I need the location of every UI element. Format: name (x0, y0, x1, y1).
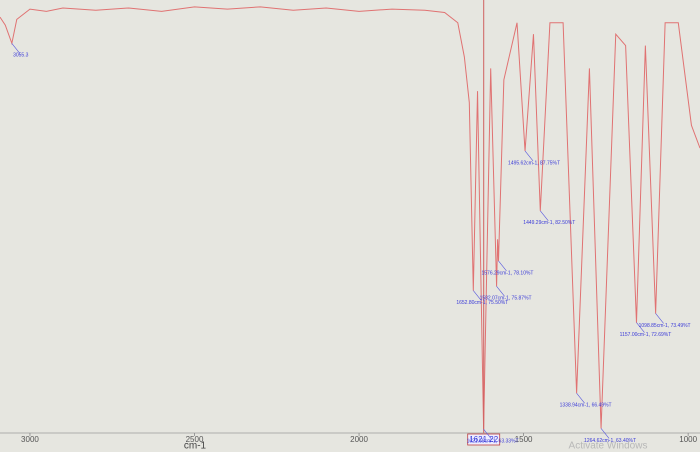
peak-label: 1449.29cm-1, 82.50%T (523, 220, 575, 226)
peak-marker (473, 290, 482, 301)
peak-marker (496, 286, 505, 297)
peak-label: 1576.29cm-1, 78.10%T (482, 270, 534, 276)
cursor-label: 1621.22 (469, 435, 498, 444)
peak-label: 1157.00cm-1, 72.69%T (620, 332, 672, 338)
peak-marker (483, 429, 492, 440)
spectrum-line (0, 6, 700, 430)
x-tick-label: 3000 (21, 435, 39, 444)
peak-marker (498, 260, 507, 272)
peak-marker (11, 43, 20, 54)
peak-label: 3055.3 (13, 53, 29, 59)
watermark: Activate Windows (569, 441, 648, 452)
peak-marker (540, 210, 549, 221)
peak-label: 1338.94cm-1, 66.49%T (560, 403, 612, 409)
peak-marker (600, 428, 610, 439)
peak-label: 1098.85cm-1, 73.49%T (639, 323, 691, 329)
x-axis-label: cm-1 (184, 441, 207, 452)
x-tick-label: 1000 (679, 435, 697, 444)
x-tick-label: 2500 (186, 435, 204, 444)
peak-marker (576, 393, 585, 404)
peak-label: 1495.62cm-1, 87.75%T (508, 160, 560, 166)
peak-label: 1264.62cm-1, 63.40%T (584, 438, 636, 444)
peak-label: 1652.80cm-1, 75.50%T (456, 300, 508, 306)
peak-marker (524, 150, 534, 162)
peak-label: 1621.58cm-1, 63.33%T (467, 439, 519, 445)
x-tick-label: 1500 (515, 435, 533, 444)
cursor-box (467, 433, 501, 446)
peak-marker (636, 322, 645, 333)
peak-marker (655, 313, 664, 324)
x-tick-label: 2000 (350, 435, 368, 444)
peak-label: 1582.07cm-1, 75.87%T (480, 296, 532, 302)
